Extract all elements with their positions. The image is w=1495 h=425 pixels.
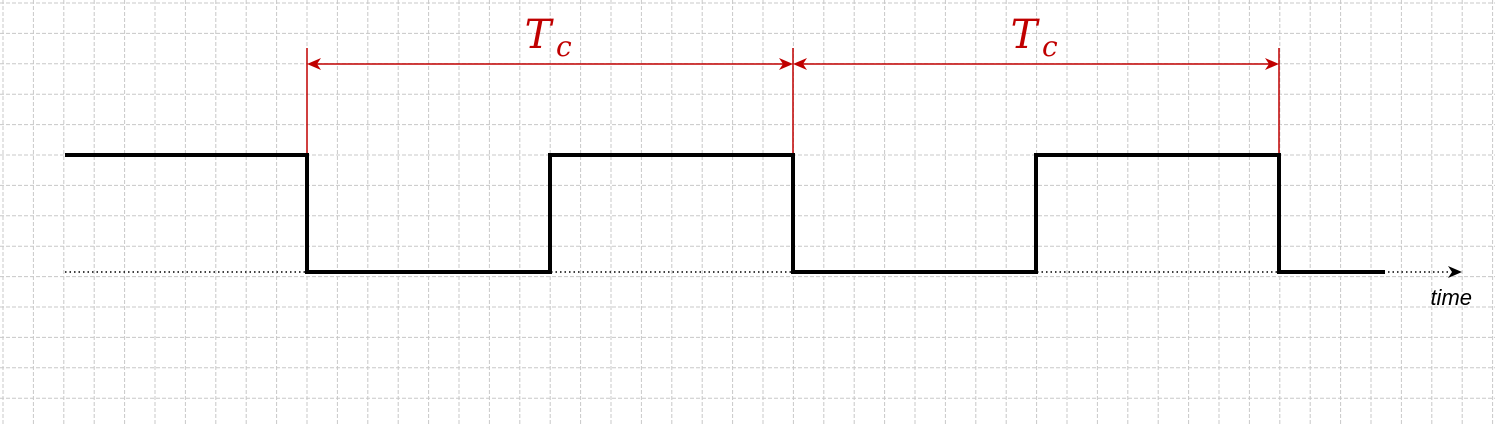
square-wave-signal xyxy=(65,153,1385,274)
period-label-subscript: c xyxy=(1042,30,1058,63)
period-arrowhead-right xyxy=(779,58,793,70)
period-arrowhead-left xyxy=(307,58,321,70)
period-label-tc: T xyxy=(525,12,555,58)
time-axis-label: time xyxy=(1430,285,1472,310)
time-axis-arrowhead xyxy=(1448,266,1462,278)
period-label-tc: T xyxy=(1011,12,1041,58)
period-label-subscript: c xyxy=(556,30,572,63)
period-arrowhead-left xyxy=(793,58,807,70)
period-arrowhead-right xyxy=(1265,58,1279,70)
